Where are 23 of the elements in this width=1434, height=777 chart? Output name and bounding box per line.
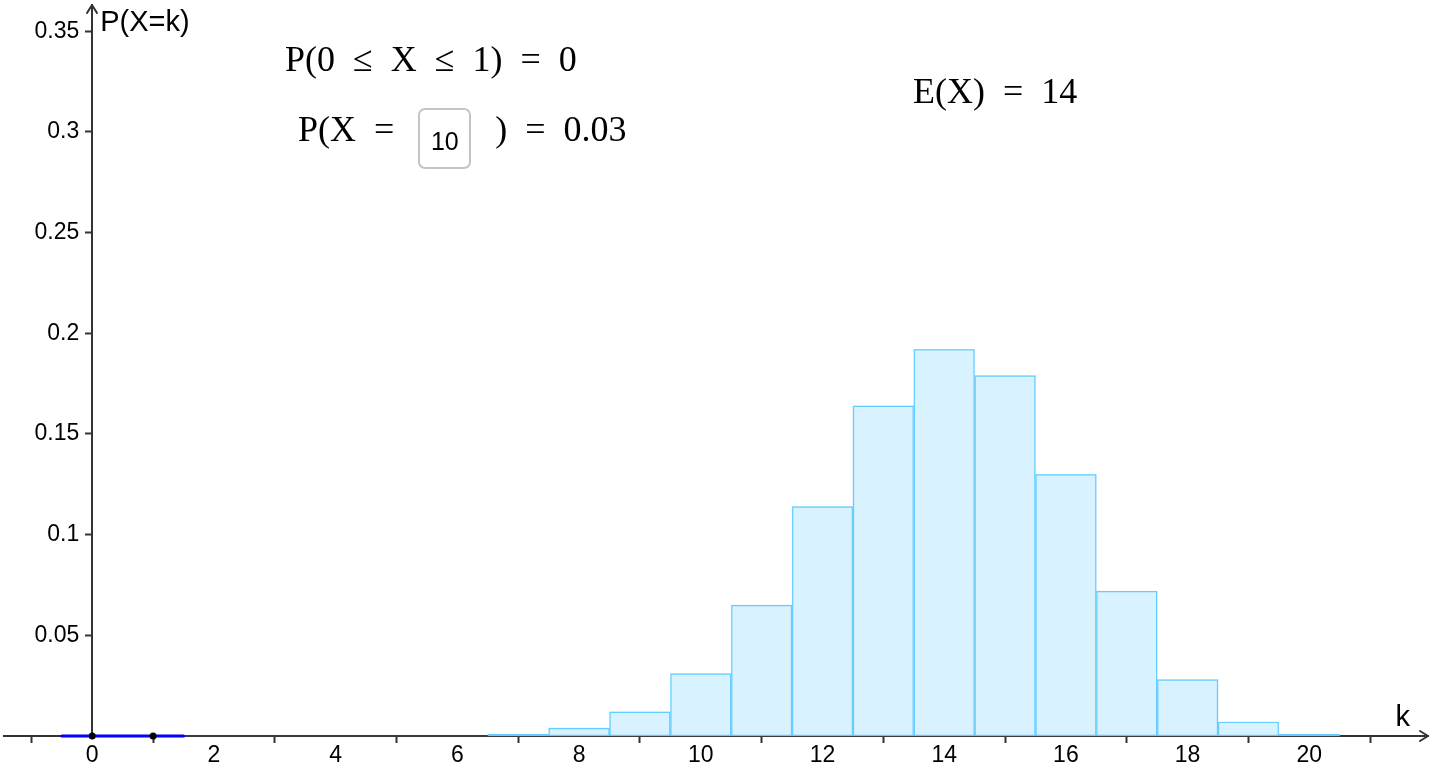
y-tick-label: 0.25 (34, 217, 80, 244)
x-tick-label: 6 (450, 740, 464, 767)
y-axis-title: P(X=k) (100, 4, 190, 37)
x-tick-label: 14 (931, 740, 958, 767)
x-tick-label: 16 (1053, 740, 1079, 767)
annotation: P(0 ≤ X ≤ 1) = 0 (285, 38, 577, 81)
y-tick-label: 0.15 (34, 419, 80, 446)
x-tick-label: 12 (809, 740, 836, 767)
y-tick-label: 0.35 (34, 16, 80, 43)
x-tick-label: 18 (1174, 740, 1201, 767)
x-axis-title: k (1395, 700, 1411, 732)
y-tick-label: 0.3 (47, 117, 80, 144)
x-tick-label: 2 (207, 740, 221, 767)
y-tick-label: 0.05 (34, 620, 80, 647)
x-tick-label: 4 (329, 740, 343, 767)
x-tick-label: 0 (85, 740, 99, 767)
x-tick-label: 8 (572, 740, 586, 767)
x-tick-label: 20 (1296, 740, 1323, 767)
input-field: 10 (418, 108, 472, 169)
annotation: E(X) = 14 (913, 70, 1078, 113)
x-tick-label: 10 (687, 740, 714, 767)
y-tick-label: 0.2 (47, 318, 80, 345)
y-tick-label: 0.1 (47, 519, 80, 546)
